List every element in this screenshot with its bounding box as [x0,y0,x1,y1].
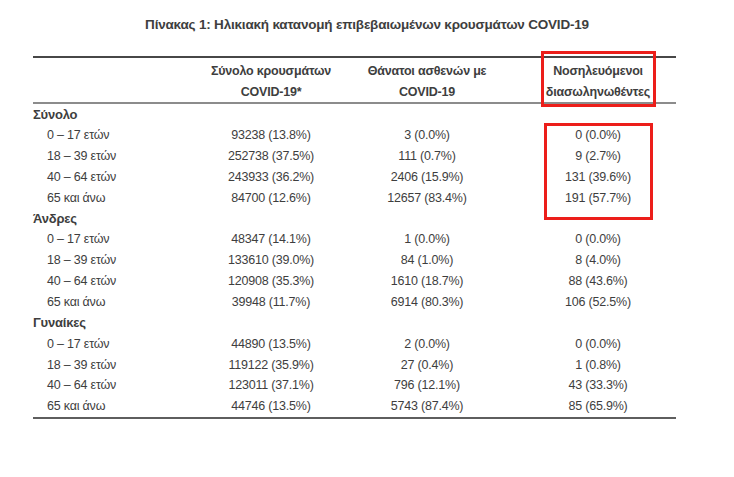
value-intubated: 85 (65.9%) [520,399,676,413]
age-group-label: 40 – 64 ετών [33,170,208,184]
table-row: 65 και άνω44746 (13.5%)5743 (87.4%)85 (6… [33,396,676,417]
value-deaths: 1 (0.0%) [334,232,520,246]
col-header-total-cases-line1: Σύνολο κρουσμάτων [208,61,334,82]
value-intubated: 9 (2.7%) [520,149,676,163]
value-cases: 44890 (13.5%) [208,337,334,351]
value-cases: 93238 (13.8%) [208,128,334,142]
section-header-row: Άνδρες [33,208,676,229]
age-group-label: 18 – 39 ετών [33,358,208,372]
value-deaths: 5743 (87.4%) [334,399,520,413]
value-cases: 48347 (14.1%) [208,232,334,246]
col-header-total-cases-line2: COVID-19* [208,82,334,103]
col-header-deaths-line1: Θάνατοι ασθενών με [334,61,520,82]
value-cases: 44746 (13.5%) [208,399,334,413]
value-intubated: 191 (57.7%) [520,191,676,205]
age-group-label: 65 και άνω [33,191,208,205]
value-deaths: 3 (0.0%) [334,128,520,142]
value-deaths: 796 (12.1%) [334,378,520,392]
section-label: Σύνολο [33,107,208,122]
table-row: 18 – 39 ετών252738 (37.5%)111 (0.7%)9 (2… [33,146,676,167]
col-header-total-cases: Σύνολο κρουσμάτων COVID-19* [208,58,334,102]
section-label: Γυναίκες [33,315,208,330]
value-deaths: 6914 (80.3%) [334,295,520,309]
col-header-deaths: Θάνατοι ασθενών με COVID-19 [334,58,520,102]
table-row: 40 – 64 ετών243933 (36.2%)2406 (15.9%)13… [33,167,676,188]
table-row: 18 – 39 ετών133610 (39.0%)84 (1.0%)8 (4.… [33,250,676,271]
age-group-label: 40 – 64 ετών [33,274,208,288]
covid-statistics-table: Σύνολο κρουσμάτων COVID-19* Θάνατοι ασθε… [33,56,676,419]
value-intubated: 88 (43.6%) [520,274,676,288]
value-cases: 119122 (35.9%) [208,358,334,372]
table-row: 40 – 64 ετών123011 (37.1%)796 (12.1%)43 … [33,375,676,396]
age-group-label: 65 και άνω [33,399,208,413]
table-header-row: Σύνολο κρουσμάτων COVID-19* Θάνατοι ασθε… [33,56,676,104]
section-header-row: Σύνολο [33,104,676,125]
age-group-label: 40 – 64 ετών [33,378,208,392]
col-header-intubated: Νοσηλευόμενοι διασωληνωθέντες [520,58,676,102]
value-intubated: 43 (33.3%) [520,378,676,392]
age-group-label: 65 και άνω [33,295,208,309]
value-intubated: 0 (0.0%) [520,128,676,142]
table-row: 40 – 64 ετών120908 (35.3%)1610 (18.7%)88… [33,271,676,292]
value-cases: 84700 (12.6%) [208,191,334,205]
age-group-label: 18 – 39 ετών [33,253,208,267]
table-row: 65 και άνω84700 (12.6%)12657 (83.4%)191 … [33,187,676,208]
table-row: 18 – 39 ετών119122 (35.9%)27 (0.4%)1 (0.… [33,354,676,375]
value-deaths: 84 (1.0%) [334,253,520,267]
value-deaths: 27 (0.4%) [334,358,520,372]
age-group-label: 0 – 17 ετών [33,232,208,246]
table-row: 0 – 17 ετών48347 (14.1%)1 (0.0%)0 (0.0%) [33,229,676,250]
value-intubated: 1 (0.8%) [520,358,676,372]
covid-age-distribution-report-page: Πίνακας 1: Ηλικιακή κατανομή επιβεβαιωμέ… [0,0,734,477]
table-row: 65 και άνω39948 (11.7%)6914 (80.3%)106 (… [33,292,676,313]
value-cases: 243933 (36.2%) [208,170,334,184]
section-header-row: Γυναίκες [33,312,676,333]
age-group-label: 0 – 17 ετών [33,128,208,142]
value-cases: 39948 (11.7%) [208,295,334,309]
value-deaths: 2406 (15.9%) [334,170,520,184]
table-row: 0 – 17 ετών93238 (13.8%)3 (0.0%)0 (0.0%) [33,125,676,146]
value-intubated: 106 (52.5%) [520,295,676,309]
value-cases: 133610 (39.0%) [208,253,334,267]
value-deaths: 1610 (18.7%) [334,274,520,288]
value-deaths: 2 (0.0%) [334,337,520,351]
value-deaths: 12657 (83.4%) [334,191,520,205]
value-intubated: 8 (4.0%) [520,253,676,267]
table-body: Σύνολο0 – 17 ετών93238 (13.8%)3 (0.0%)0 … [33,104,676,419]
col-header-deaths-line2: COVID-19 [334,82,520,103]
value-intubated: 0 (0.0%) [520,232,676,246]
table-row: 0 – 17 ετών44890 (13.5%)2 (0.0%)0 (0.0%) [33,333,676,354]
col-header-intubated-line1: Νοσηλευόμενοι [520,61,676,82]
col-header-age-group [33,58,208,102]
value-cases: 252738 (37.5%) [208,149,334,163]
value-intubated: 131 (39.6%) [520,170,676,184]
age-group-label: 0 – 17 ετών [33,337,208,351]
value-intubated: 0 (0.0%) [520,337,676,351]
table-title: Πίνακας 1: Ηλικιακή κατανομή επιβεβαιωμέ… [0,17,734,32]
value-cases: 120908 (35.3%) [208,274,334,288]
col-header-intubated-line2: διασωληνωθέντες [520,82,676,103]
value-cases: 123011 (37.1%) [208,378,334,392]
age-group-label: 18 – 39 ετών [33,149,208,163]
section-label: Άνδρες [33,211,208,226]
value-deaths: 111 (0.7%) [334,149,520,163]
